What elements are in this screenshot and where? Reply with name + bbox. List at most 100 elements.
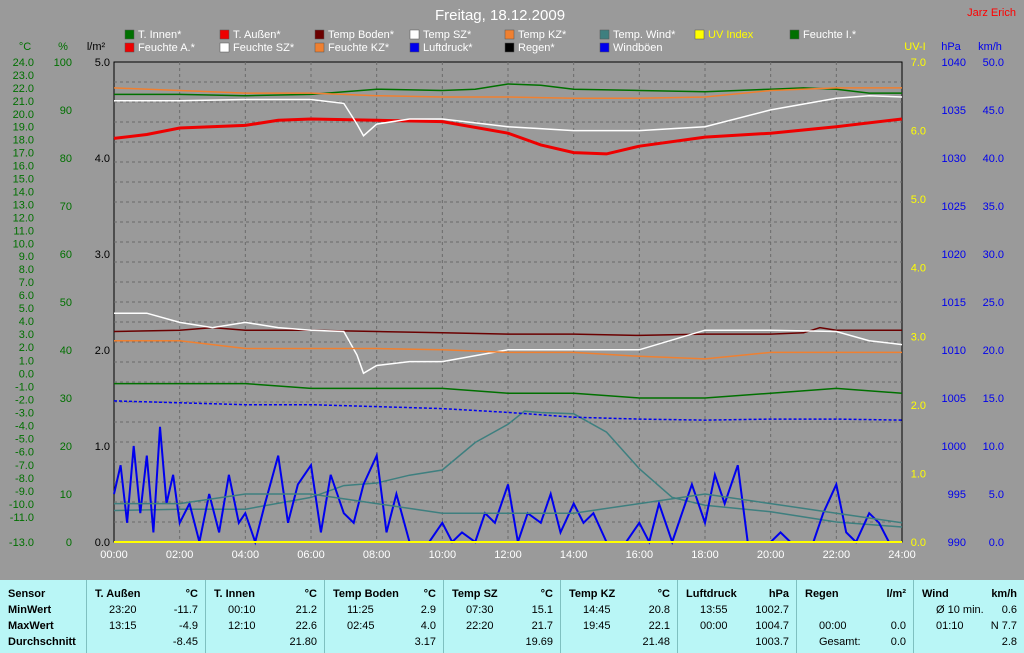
x-tick-label: 00:00 xyxy=(100,549,128,561)
temp-tick-label: -8.0 xyxy=(15,473,34,485)
temp-tick-label: -5.0 xyxy=(15,434,34,446)
stats-cell-label: MaxWert xyxy=(8,620,54,632)
stats-cell-label: Durchschnitt xyxy=(8,636,76,648)
legend-swatch xyxy=(409,42,420,53)
x-tick-label: 18:00 xyxy=(691,549,719,561)
wind-tick-label: 35.0 xyxy=(983,201,1004,213)
humidity-tick-label: 0 xyxy=(66,537,72,549)
temp-tick-label: -3.0 xyxy=(15,408,34,420)
wind-axis-title: km/h xyxy=(978,41,1002,53)
legend-swatch xyxy=(504,42,515,53)
stats-cell-value: 21.80 xyxy=(289,636,317,648)
uv-tick-label: 3.0 xyxy=(911,331,926,343)
uv-axis-title: UV-I xyxy=(904,41,925,53)
stats-cell-value: 15.1 xyxy=(531,604,553,616)
legend-swatch xyxy=(504,29,515,40)
humidity-tick-label: 100 xyxy=(54,57,72,69)
series-line xyxy=(114,312,903,375)
x-tick-label: 06:00 xyxy=(297,549,325,561)
stats-column: Temp SZ °C 07:30 15.1 22:20 21.7 19.69 xyxy=(443,580,561,653)
legend-item: UV Index xyxy=(708,29,754,41)
weather-chart: Freitag, 18.12.2009 Jarz Erich T. Innen*… xyxy=(9,7,1016,561)
x-tick-label: 08:00 xyxy=(363,549,391,561)
rain-tick-label: 4.0 xyxy=(95,153,110,165)
uv-tick-label: 4.0 xyxy=(911,263,926,275)
temp-tick-label: 3.0 xyxy=(19,329,34,341)
stats-column-header: Sensor xyxy=(8,588,46,600)
stats-column-unit: l/m² xyxy=(886,588,906,600)
stats-column-header: Luftdruck xyxy=(686,588,737,600)
stats-cell-value: 4.0 xyxy=(420,620,436,632)
series-line xyxy=(113,400,903,421)
temp-tick-label: 5.0 xyxy=(19,303,34,315)
stats-column-unit: hPa xyxy=(768,588,789,600)
rain-tick-label: 2.0 xyxy=(95,345,110,357)
pressure-tick-label: 1035 xyxy=(942,105,966,117)
series-line xyxy=(114,493,903,524)
stats-cell-value: 1004.7 xyxy=(755,620,789,632)
wind-tick-label: 40.0 xyxy=(983,153,1004,165)
temp-tick-label: 0.0 xyxy=(19,368,34,380)
stats-cell-value: 22.1 xyxy=(648,620,670,632)
temp-tick-label: 10.0 xyxy=(13,238,34,250)
legend-swatch xyxy=(219,29,230,40)
stats-cell-value: N 7.7 xyxy=(990,620,1017,632)
legend: T. Innen* T. Außen* Temp Boden* Temp SZ* Tem… xyxy=(124,29,857,54)
stats-column-header: T. Außen xyxy=(95,588,141,600)
stats-cell-label: 01:10 xyxy=(936,620,964,632)
stats-column: Temp Boden °C 11:25 2.9 02:45 4.0 3.17 xyxy=(324,580,444,653)
uv-tick-label: 5.0 xyxy=(911,194,926,206)
legend-swatch xyxy=(599,29,610,40)
stats-cell-value: 22.6 xyxy=(295,620,317,632)
temp-tick-label: 6.0 xyxy=(19,290,34,302)
stats-cell-value: -4.9 xyxy=(179,620,198,632)
stats-cell-label: 00:00 xyxy=(819,620,847,632)
pressure-tick-label: 990 xyxy=(948,537,966,549)
temp-axis-title: °C xyxy=(19,41,31,53)
legend-swatch xyxy=(219,42,230,53)
pressure-tick-label: 1040 xyxy=(942,57,966,69)
legend-item: T. Innen* xyxy=(138,29,182,41)
stats-column-unit: °C xyxy=(540,588,553,600)
x-tick-label: 16:00 xyxy=(626,549,654,561)
x-tick-label: 10:00 xyxy=(429,549,457,561)
pressure-tick-label: 995 xyxy=(948,489,966,501)
stats-cell-label: 19:45 xyxy=(583,620,611,632)
statistics-table: Sensor MinWert MaxWert Durchschnitt T. Außen… xyxy=(0,580,1024,653)
temp-tick-label: 13.0 xyxy=(13,199,34,211)
stats-column: Luftdruck hPa 13:55 1002.7 00:00 1004.7 1003.7 xyxy=(677,580,797,653)
series-line xyxy=(113,117,903,156)
legend-item: Luftdruck* xyxy=(423,42,473,54)
x-tick-label: 22:00 xyxy=(823,549,851,561)
x-tick-label: 12:00 xyxy=(494,549,522,561)
humidity-tick-label: 30 xyxy=(60,393,72,405)
rain-tick-label: 1.0 xyxy=(95,441,110,453)
stats-cell-label: 00:10 xyxy=(228,604,256,616)
series-line xyxy=(114,382,903,399)
stats-cell-label: 12:10 xyxy=(228,620,256,632)
uv-tick-label: 2.0 xyxy=(911,400,926,412)
legend-swatch xyxy=(599,42,610,53)
wind-tick-label: 15.0 xyxy=(983,393,1004,405)
x-tick-label: 02:00 xyxy=(166,549,194,561)
temp-tick-label: -13.0 xyxy=(9,537,34,549)
uv-tick-label: 1.0 xyxy=(911,468,926,480)
stats-cell-value: 1002.7 xyxy=(755,604,789,616)
stats-cell-value: 0.0 xyxy=(890,636,906,648)
legend-swatch xyxy=(694,29,705,40)
rain-tick-label: 3.0 xyxy=(95,249,110,261)
temp-tick-label: 18.0 xyxy=(13,135,34,147)
temp-tick-label: 7.0 xyxy=(19,277,34,289)
stats-cell-label: 14:45 xyxy=(583,604,611,616)
stats-column: Regen l/m² 00:00 0.0 Gesamt: 0.0 xyxy=(796,580,914,653)
temp-tick-label: -1.0 xyxy=(15,381,34,393)
series-line xyxy=(114,339,902,360)
temp-tick-label: 20.0 xyxy=(13,109,34,121)
stats-column-header: Temp Boden xyxy=(333,588,399,600)
stats-column-header: Regen xyxy=(805,588,839,600)
temp-tick-label: -11.0 xyxy=(10,512,34,524)
pressure-tick-label: 1020 xyxy=(942,249,966,261)
uv-tick-label: 0.0 xyxy=(911,537,926,549)
stats-cell-label: Gesamt: xyxy=(819,636,861,648)
temp-tick-label: -4.0 xyxy=(15,421,34,433)
